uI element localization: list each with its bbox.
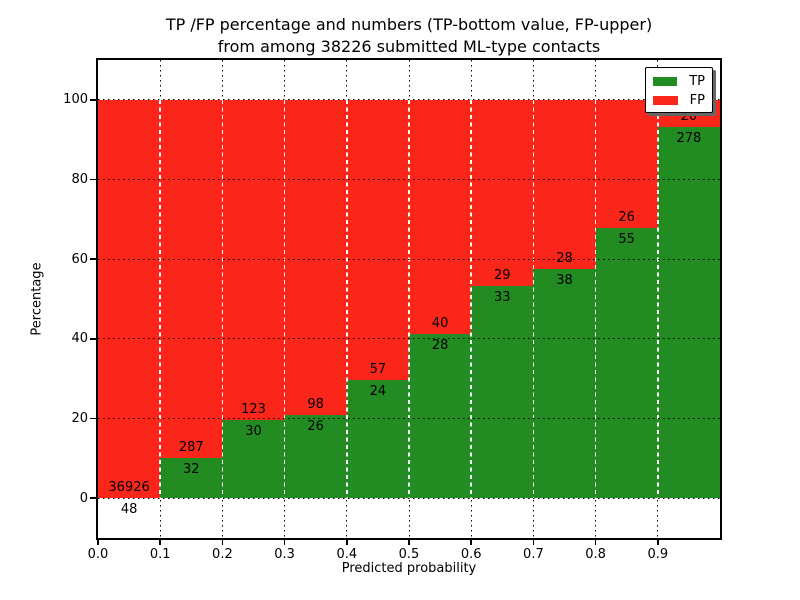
y-axis-label: Percentage	[29, 262, 45, 336]
tp-count-label: 48	[120, 501, 138, 517]
y-tick-mark	[90, 338, 96, 340]
x-tick-label: 0.4	[336, 547, 358, 562]
tp-count-label: 38	[556, 272, 573, 288]
tp-count-label: 28	[431, 338, 449, 354]
y-tick-mark	[90, 258, 96, 260]
fp-bar-segment	[284, 99, 347, 415]
fp-count-label: 29	[494, 268, 511, 284]
tp-count-label: 30	[245, 424, 262, 440]
fp-bar-segment	[533, 99, 596, 269]
legend-swatch-tp-icon	[653, 77, 678, 86]
x-tick-label: 0.1	[149, 547, 171, 562]
tp-count-label: 278	[676, 130, 702, 146]
tp-bar-segment	[657, 126, 720, 499]
tp-bar-segment	[533, 268, 596, 499]
fp-bar-segment	[595, 99, 658, 228]
fp-bar-segment	[409, 99, 472, 335]
tp-count-label: 32	[183, 462, 200, 478]
bar-edge-line	[159, 99, 161, 499]
bar-edge-line	[408, 99, 410, 499]
fp-count-label: 26	[618, 209, 635, 225]
bar-edge-line	[283, 99, 286, 499]
tp-bar-segment	[222, 420, 285, 499]
fp-count-label: 57	[369, 362, 387, 378]
fp-bar-segment	[160, 99, 223, 459]
horizontal-gridline	[98, 418, 720, 419]
chart-title-line2: from among 38226 submitted ML-type conta…	[217, 37, 601, 56]
x-tick-label: 0.9	[647, 547, 669, 562]
x-tick-label: 0.5	[398, 547, 420, 562]
tp-count-label: 26	[307, 418, 324, 434]
chart-title-line1: TP /FP percentage and numbers (TP-bottom…	[165, 15, 653, 34]
x-tick-mark	[532, 540, 535, 545]
x-tick-mark	[283, 540, 286, 545]
horizontal-gridline	[98, 497, 720, 499]
y-tick-label: 60	[71, 251, 88, 267]
fp-bar-segment	[222, 99, 285, 421]
y-tick-mark	[90, 178, 96, 181]
horizontal-gridline	[98, 258, 720, 260]
x-tick-label: 0.6	[460, 547, 482, 562]
y-tick-label: 0	[79, 490, 88, 506]
fp-bar-segment	[98, 99, 161, 498]
tp-bar-segment	[160, 458, 223, 499]
fp-count-label: 40	[431, 316, 449, 332]
x-tick-mark	[657, 540, 659, 545]
x-tick-mark	[408, 540, 410, 545]
fp-count-label: 287	[178, 440, 204, 456]
x-tick-mark	[97, 540, 99, 545]
fp-count-label: 36926	[108, 479, 150, 495]
tp-bar-segment	[284, 414, 347, 499]
tp-count-label: 24	[369, 384, 387, 400]
legend: TP FP	[645, 67, 713, 113]
y-tick-mark	[90, 497, 96, 499]
fp-bar-segment	[471, 99, 534, 287]
y-tick-label: 100	[63, 92, 88, 108]
x-tick-mark	[346, 540, 348, 545]
tp-bar-segment	[346, 380, 409, 499]
tp-bar-segment	[595, 227, 658, 499]
y-tick-label: 80	[71, 172, 88, 187]
y-tick-label: 20	[71, 411, 88, 426]
legend-swatch-fp-icon	[653, 96, 678, 105]
x-tick-mark	[470, 540, 472, 545]
legend-item-label: FP	[689, 93, 705, 108]
horizontal-gridline	[98, 99, 720, 101]
x-tick-label: 0.3	[274, 547, 295, 562]
bar-edge-line	[470, 99, 472, 499]
chart-title: TP /FP percentage and numbers (TP-bottom…	[98, 14, 720, 58]
x-tick-label: 0.0	[87, 547, 109, 562]
x-axis-label: Predicted probability	[341, 561, 477, 576]
fp-count-label: 98	[307, 396, 324, 412]
x-tick-mark	[594, 540, 597, 545]
tp-count-label: 55	[618, 231, 635, 247]
bar-edge-line	[532, 99, 535, 499]
x-tick-label: 0.2	[212, 547, 233, 562]
x-tick-label: 0.7	[523, 547, 544, 562]
tp-count-label: 33	[494, 290, 511, 306]
legend-item-fp: FP	[653, 93, 705, 108]
bar-edge-line	[594, 99, 597, 499]
y-tick-mark	[90, 417, 96, 420]
y-tick-mark	[90, 99, 96, 101]
x-tick-mark	[159, 540, 161, 545]
horizontal-gridline	[98, 179, 720, 180]
x-tick-mark	[221, 540, 224, 545]
bar-edge-line	[657, 99, 659, 499]
tp-bar-segment	[471, 286, 534, 499]
tp-bar-segment	[409, 334, 472, 499]
legend-item-label: TP	[689, 74, 705, 89]
fp-count-label: 28	[556, 250, 573, 266]
bar-edge-line	[346, 99, 348, 499]
x-tick-label: 0.8	[585, 547, 606, 562]
horizontal-gridline	[98, 338, 720, 340]
legend-item-tp: TP	[653, 74, 705, 89]
y-tick-label: 40	[71, 331, 88, 347]
bar-edge-line	[221, 99, 224, 499]
fp-bar-segment	[346, 99, 409, 381]
fp-count-label: 123	[241, 402, 266, 418]
